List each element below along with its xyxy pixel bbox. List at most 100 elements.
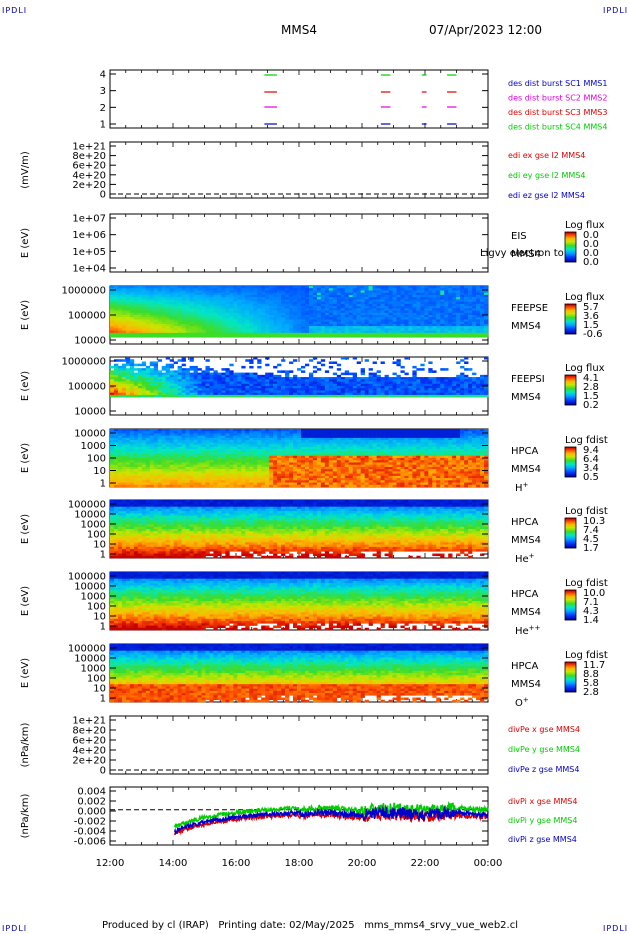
spectrogram-cell bbox=[320, 379, 326, 382]
spectrogram-cell bbox=[472, 306, 477, 309]
spectrogram-cell bbox=[344, 383, 350, 387]
spectrogram-cell bbox=[213, 473, 218, 477]
spectrogram-cell bbox=[137, 310, 143, 314]
spectrogram-cell bbox=[448, 330, 453, 334]
spectrogram-cell bbox=[472, 388, 477, 391]
edi-panel-y-tick-label: 0 bbox=[100, 190, 106, 201]
spectrogram-cell bbox=[145, 308, 151, 311]
spectrogram-cell bbox=[149, 453, 155, 457]
spectrogram-cell bbox=[277, 292, 282, 296]
spectrogram-cell bbox=[149, 431, 155, 434]
spectrogram-cell bbox=[380, 290, 385, 293]
colorbar-step bbox=[565, 249, 576, 251]
spectrogram-cell bbox=[169, 482, 174, 486]
spectrogram-cell bbox=[129, 365, 135, 369]
spectrogram-cell bbox=[468, 330, 473, 334]
spectrogram-cell bbox=[261, 460, 266, 463]
spectrogram-cell bbox=[396, 381, 401, 385]
spectrogram-cell bbox=[185, 464, 190, 468]
spectrogram-cell bbox=[253, 357, 258, 360]
spectrogram-cell bbox=[293, 383, 298, 387]
spectrogram-cell bbox=[185, 326, 190, 329]
spectrogram-cell bbox=[356, 392, 361, 396]
spectrogram-cell bbox=[269, 372, 274, 376]
spectrogram-cell bbox=[189, 308, 194, 311]
spectrogram-cell bbox=[157, 478, 163, 481]
spectrogram-cell bbox=[460, 301, 465, 305]
spectrogram-cell bbox=[336, 312, 342, 316]
spectrogram-cell bbox=[237, 386, 242, 389]
spectrogram-cell bbox=[308, 383, 314, 387]
spectrogram-cell bbox=[137, 301, 143, 305]
spectrogram-cell bbox=[241, 374, 246, 378]
spectrogram-cell bbox=[173, 386, 178, 389]
spectrogram-cell bbox=[173, 381, 178, 385]
spectrogram-cell bbox=[257, 451, 262, 454]
spectrogram-cell bbox=[241, 437, 246, 441]
spectrogram-cell bbox=[249, 359, 254, 362]
spectrogram-cell bbox=[217, 377, 222, 380]
spectrogram-cell bbox=[432, 310, 437, 314]
spectrogram-cell bbox=[161, 478, 167, 481]
spectrogram-cell bbox=[388, 297, 393, 300]
spectrogram-cell bbox=[277, 446, 282, 450]
spectrogram-cell bbox=[217, 431, 222, 434]
spectrogram-cell bbox=[157, 462, 163, 465]
spectrogram-cell bbox=[110, 381, 115, 385]
spectrogram-cell bbox=[420, 288, 425, 291]
spectrogram-cell bbox=[169, 303, 174, 307]
spectrogram-cell bbox=[205, 292, 210, 296]
spectrogram-cell bbox=[141, 370, 147, 373]
spectrogram-cell bbox=[277, 317, 282, 320]
spectrogram-cell bbox=[117, 319, 123, 322]
spectrogram-cell bbox=[424, 386, 429, 389]
spectrogram-cell bbox=[340, 308, 346, 311]
spectrogram-cell bbox=[205, 286, 210, 289]
eis-panel-spacecraft-label: MMS4 bbox=[511, 249, 541, 260]
spectrogram-cell bbox=[408, 388, 413, 391]
spectrogram-cell bbox=[265, 466, 270, 470]
spectrogram-cell bbox=[257, 471, 262, 474]
spectrogram-cell bbox=[237, 381, 242, 385]
spectrogram-cell bbox=[189, 317, 194, 320]
spectrogram-cell bbox=[456, 312, 461, 316]
spectrogram-cell bbox=[444, 394, 449, 398]
spectrogram-cell bbox=[169, 455, 174, 459]
spectrogram-cell bbox=[312, 365, 318, 369]
colorbar-step bbox=[565, 243, 576, 245]
spectrogram-cell bbox=[328, 301, 334, 305]
spectrogram-cell bbox=[364, 310, 369, 314]
spectrogram-cell bbox=[217, 451, 222, 454]
spectrogram-cell bbox=[253, 392, 258, 396]
spectrogram-cell bbox=[404, 394, 409, 398]
spectrogram-cell bbox=[372, 323, 377, 327]
spectrogram-cell bbox=[153, 458, 159, 461]
spectrogram-cell bbox=[201, 308, 206, 311]
spectrogram-cell bbox=[277, 294, 282, 298]
spectrogram-cell bbox=[213, 319, 218, 322]
spectrogram-cell bbox=[153, 388, 159, 391]
spectrogram-cell bbox=[289, 330, 294, 334]
spectrogram-cell bbox=[304, 319, 310, 322]
spectrogram-cell bbox=[137, 381, 143, 385]
spectrogram-cell bbox=[133, 335, 139, 338]
spectrogram-cell bbox=[480, 323, 485, 327]
spectrogram-cell bbox=[297, 377, 302, 380]
spectrogram-cell bbox=[285, 308, 290, 311]
spectrogram-cell bbox=[269, 460, 274, 463]
spectrogram-cell bbox=[169, 449, 174, 452]
spectrogram-cell bbox=[141, 381, 147, 385]
spectrogram-cell bbox=[253, 332, 258, 336]
spectrogram-cell bbox=[420, 379, 425, 382]
spectrogram-cell bbox=[125, 435, 131, 439]
colorbar-step bbox=[565, 236, 576, 238]
spectrogram-cell bbox=[133, 292, 139, 296]
spectrogram-cell bbox=[472, 323, 477, 327]
spectrogram-cell bbox=[201, 449, 206, 452]
spectrogram-cell bbox=[110, 370, 115, 373]
spectrogram-cell bbox=[113, 363, 119, 367]
spectrogram-cell bbox=[133, 368, 139, 371]
spectrogram-cell bbox=[269, 464, 274, 468]
spectrogram-cell bbox=[328, 390, 334, 393]
spectrogram-cell bbox=[480, 392, 485, 396]
